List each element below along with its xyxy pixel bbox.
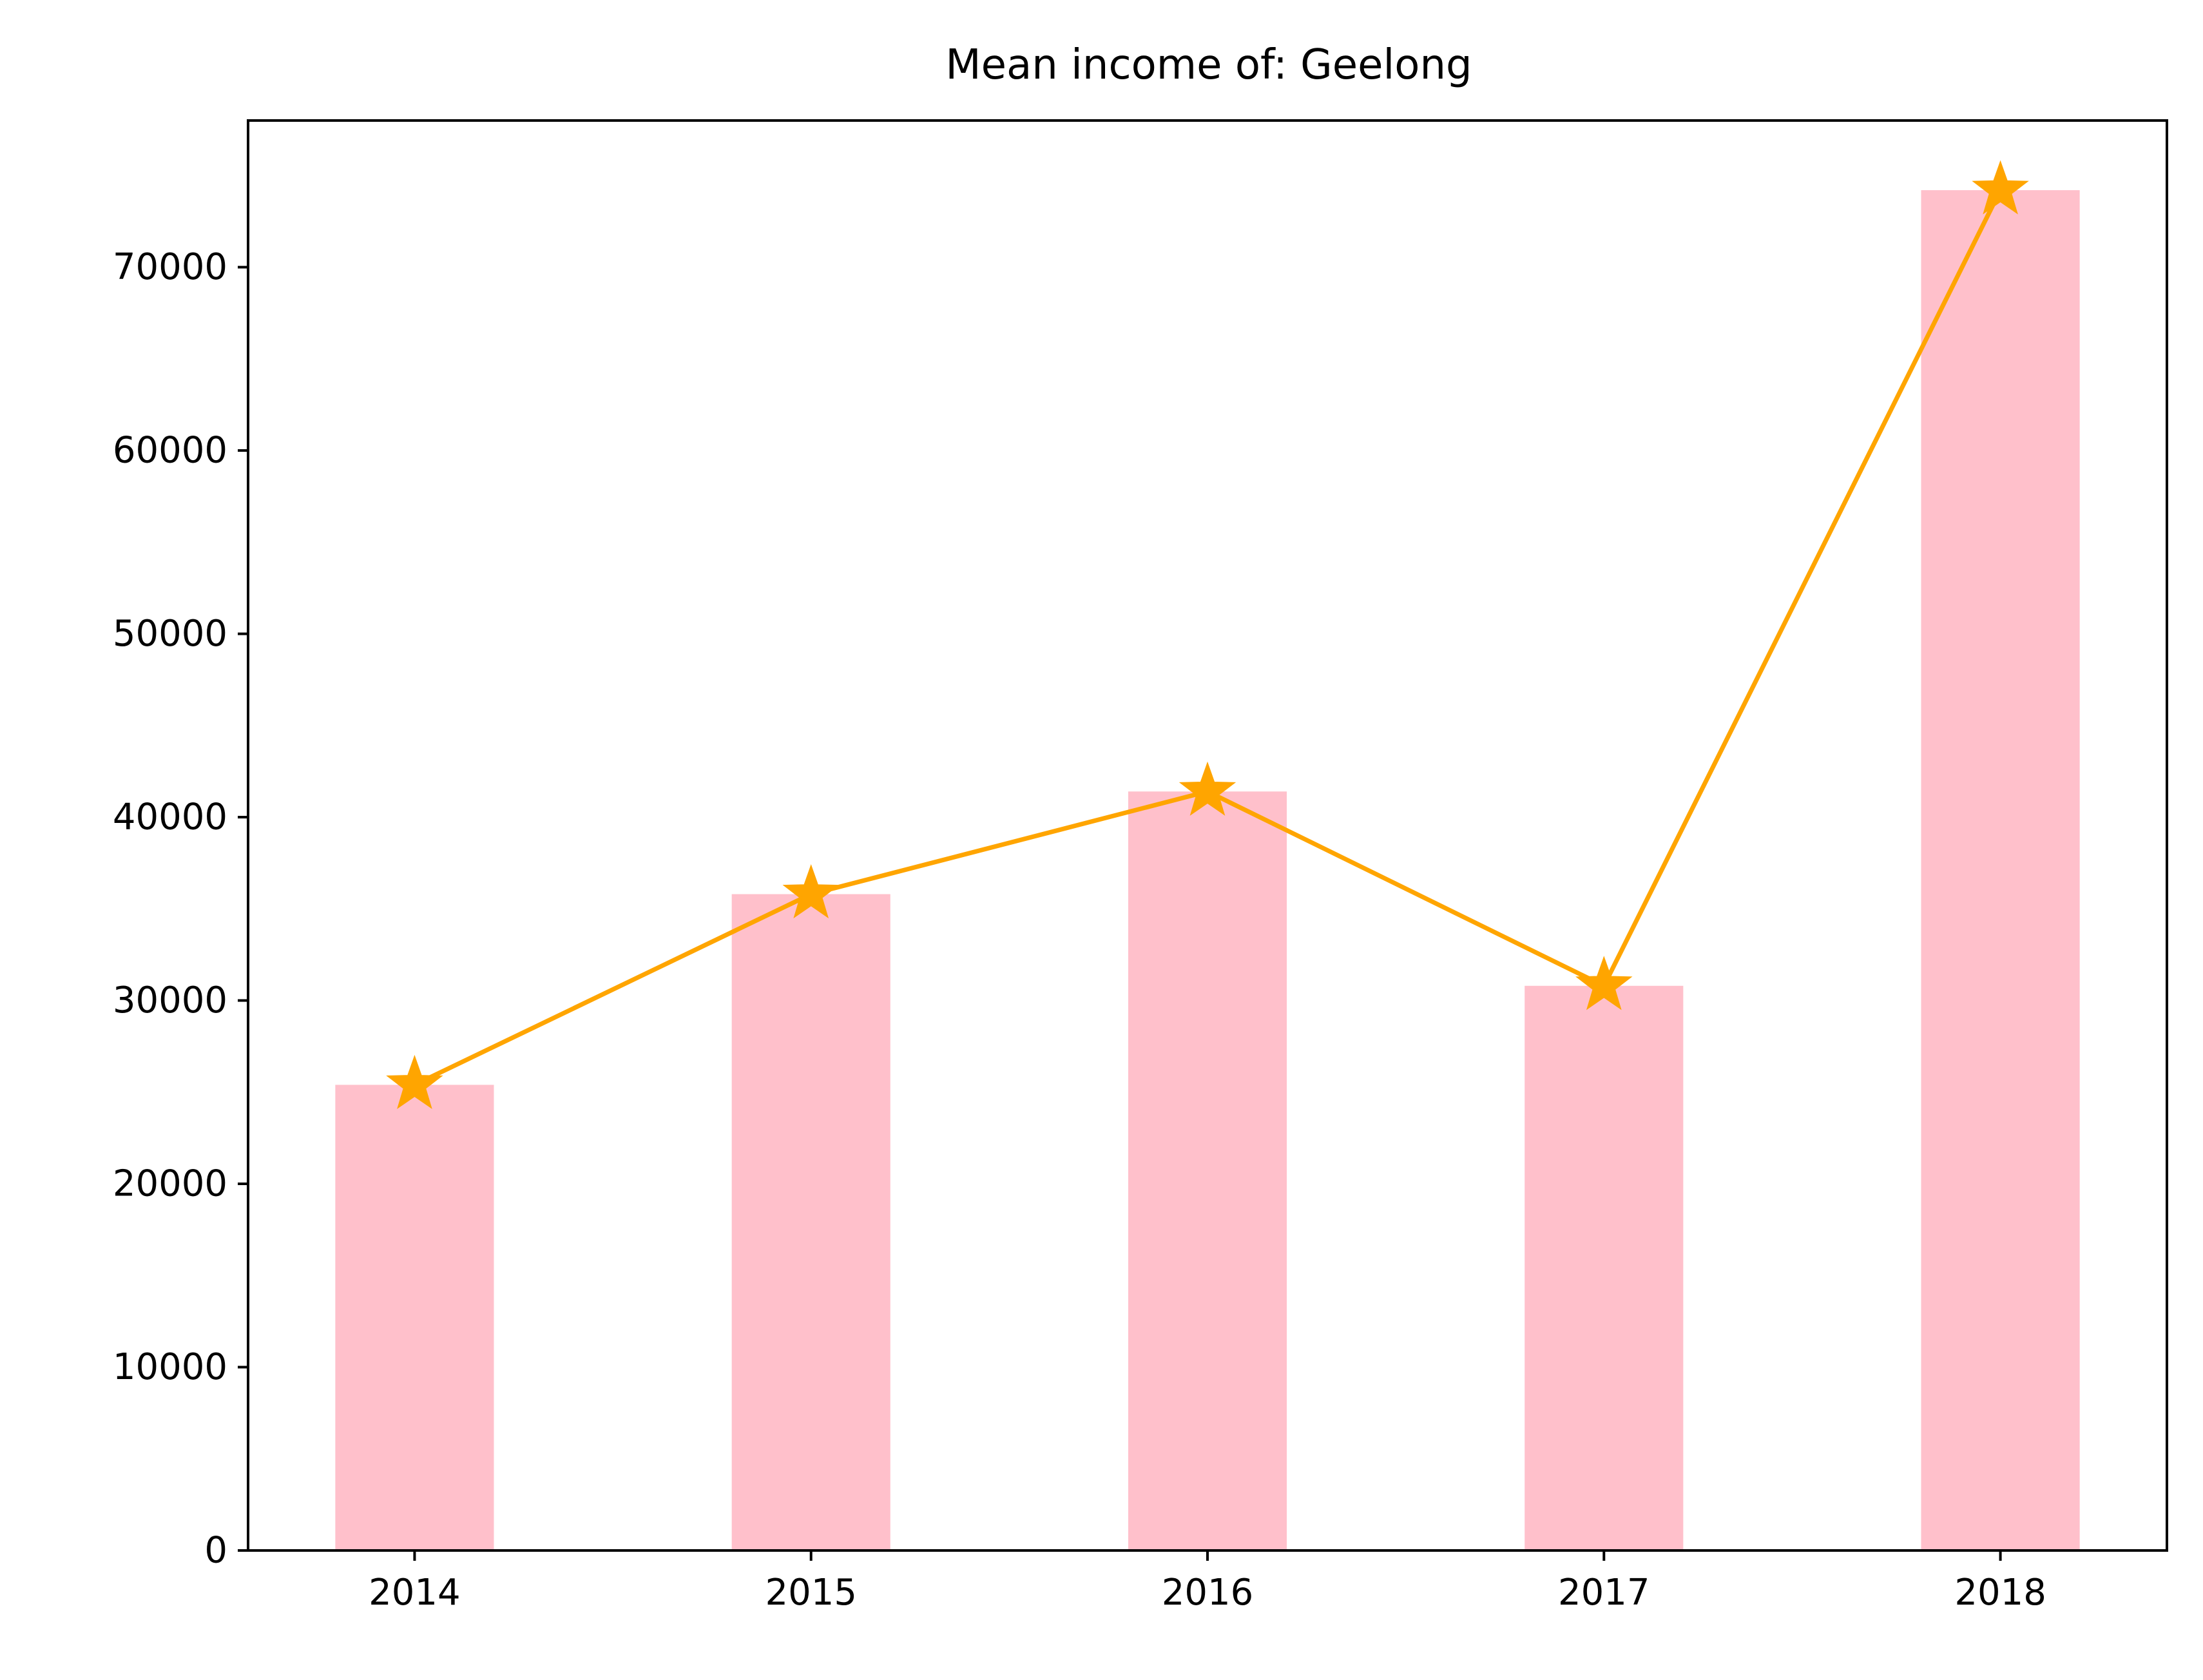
y-tick-label: 10000 bbox=[113, 1346, 227, 1388]
bar-2018 bbox=[1921, 190, 2080, 1550]
y-tick-label: 40000 bbox=[113, 797, 227, 838]
star-marker-2017 bbox=[1575, 956, 1633, 1010]
x-tick-label: 2016 bbox=[1162, 1572, 1254, 1614]
bar-2016 bbox=[1128, 791, 1287, 1550]
star-marker-2014 bbox=[386, 1054, 443, 1110]
bar-2014 bbox=[335, 1085, 494, 1550]
x-tick-label: 2017 bbox=[1558, 1572, 1650, 1614]
x-tick-label: 2015 bbox=[765, 1572, 857, 1614]
axes-layer: 0 10000 20000 30000 40000 50000 60000 70000 2014… bbox=[113, 119, 2168, 1614]
bar-2015 bbox=[731, 894, 890, 1550]
y-tick-label: 70000 bbox=[113, 246, 227, 288]
star-marker-2015 bbox=[782, 864, 840, 919]
bar-2017 bbox=[1525, 985, 1684, 1550]
star-marker-2018 bbox=[1972, 160, 2029, 215]
line-layer bbox=[386, 160, 2029, 1110]
y-tick-label: 30000 bbox=[113, 980, 227, 1021]
y-tick-label: 50000 bbox=[113, 613, 227, 655]
y-tick-label: 0 bbox=[204, 1530, 227, 1572]
x-tick-label: 2014 bbox=[369, 1572, 461, 1614]
y-tick-label: 20000 bbox=[113, 1163, 227, 1205]
star-marker-2016 bbox=[1178, 761, 1236, 816]
x-tick-label: 2018 bbox=[1954, 1572, 2046, 1614]
y-tick-label: 60000 bbox=[113, 430, 227, 472]
chart-title: Mean income of: Geelong bbox=[945, 41, 1472, 89]
bars-layer bbox=[335, 190, 2080, 1550]
